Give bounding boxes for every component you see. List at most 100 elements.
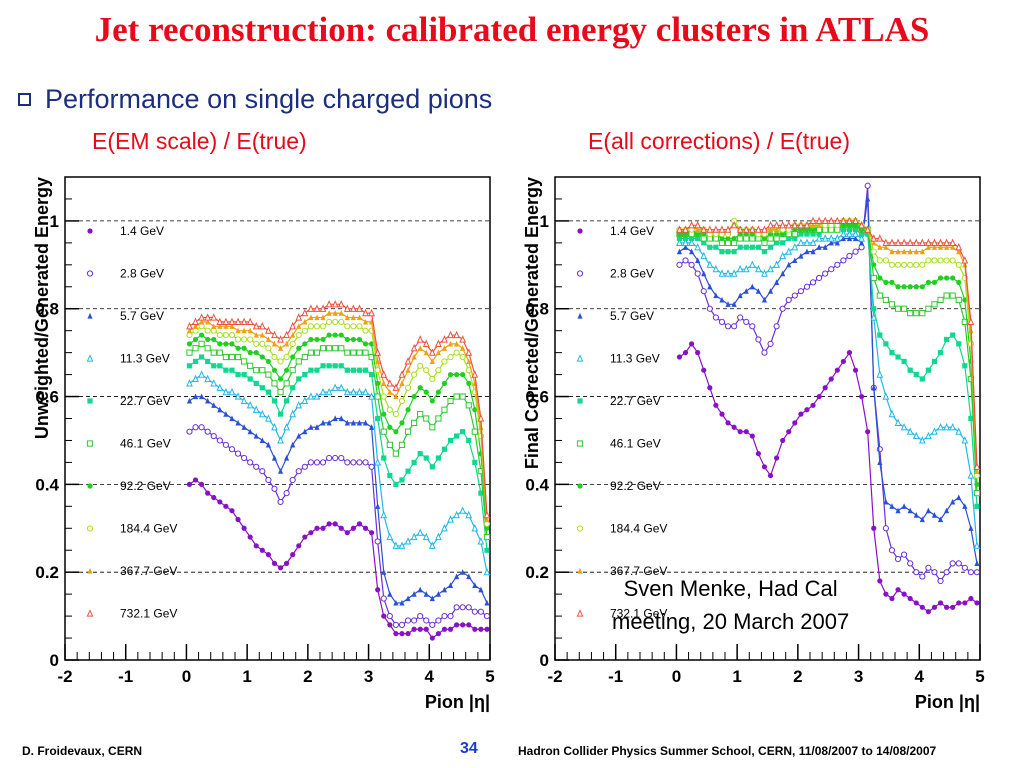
data-point bbox=[338, 345, 345, 352]
legend-marker bbox=[577, 312, 583, 319]
data-point bbox=[888, 409, 896, 418]
data-point bbox=[785, 220, 793, 229]
data-point bbox=[931, 301, 938, 308]
data-point bbox=[913, 569, 920, 576]
data-point bbox=[901, 284, 907, 290]
data-point bbox=[234, 317, 242, 325]
data-point bbox=[313, 392, 321, 400]
data-point bbox=[803, 283, 811, 290]
series-8 bbox=[186, 318, 491, 527]
data-point bbox=[888, 301, 896, 308]
data-point bbox=[186, 428, 193, 435]
data-point bbox=[950, 498, 956, 505]
data-point bbox=[937, 244, 944, 250]
data-point bbox=[810, 402, 816, 408]
data-point bbox=[392, 450, 399, 457]
data-point bbox=[925, 507, 931, 514]
data-point bbox=[724, 269, 732, 277]
data-point bbox=[447, 397, 454, 405]
data-point bbox=[386, 406, 393, 413]
watermark: Sven Menke, Had Cal meeting, 20 March 20… bbox=[612, 572, 849, 638]
data-point bbox=[961, 256, 969, 264]
data-point bbox=[882, 525, 889, 532]
data-point bbox=[779, 251, 787, 260]
data-point bbox=[883, 341, 889, 347]
data-point bbox=[344, 336, 350, 343]
data-point bbox=[441, 406, 448, 413]
data-point bbox=[950, 244, 956, 250]
data-point bbox=[913, 248, 919, 255]
data-point bbox=[937, 516, 944, 523]
data-point bbox=[459, 353, 466, 361]
data-point bbox=[852, 227, 859, 233]
data-point bbox=[955, 242, 963, 251]
data-point bbox=[852, 367, 859, 373]
legend-marker bbox=[576, 270, 584, 277]
data-point bbox=[950, 604, 956, 610]
data-point bbox=[380, 428, 387, 435]
data-point bbox=[246, 401, 254, 409]
data-point bbox=[877, 244, 883, 250]
data-point bbox=[676, 238, 683, 246]
data-point bbox=[387, 472, 393, 479]
data-point bbox=[465, 402, 472, 409]
data-point bbox=[205, 336, 211, 343]
data-point bbox=[889, 595, 895, 602]
legend-marker bbox=[577, 567, 583, 574]
data-point bbox=[895, 587, 901, 593]
data-point bbox=[423, 626, 429, 632]
legend-label: 1.4 GeV bbox=[610, 224, 654, 238]
legend-label: 92.2 GeV bbox=[610, 479, 661, 493]
data-point bbox=[701, 240, 707, 246]
data-point bbox=[949, 292, 956, 299]
data-point bbox=[682, 225, 689, 233]
series-9 bbox=[676, 217, 980, 474]
data-point bbox=[338, 318, 345, 325]
data-point bbox=[198, 313, 205, 321]
data-point bbox=[962, 297, 968, 303]
data-point bbox=[417, 345, 423, 351]
data-point bbox=[350, 323, 357, 330]
data-point bbox=[392, 541, 400, 549]
data-point bbox=[472, 626, 478, 632]
data-point bbox=[369, 424, 375, 430]
data-point bbox=[404, 384, 412, 391]
data-point bbox=[308, 336, 314, 343]
data-point bbox=[429, 375, 436, 383]
data-point bbox=[423, 415, 430, 422]
x-tick-label: 2 bbox=[793, 667, 802, 686]
data-point bbox=[931, 427, 938, 435]
data-point bbox=[216, 437, 223, 444]
data-point bbox=[429, 464, 435, 470]
data-point bbox=[870, 313, 878, 321]
data-point bbox=[192, 323, 199, 329]
data-point bbox=[302, 318, 308, 325]
data-point bbox=[894, 555, 902, 563]
series-1 bbox=[676, 341, 980, 615]
data-point bbox=[888, 238, 896, 246]
data-point bbox=[277, 358, 284, 365]
data-point bbox=[460, 622, 466, 628]
x-tick-label: 1 bbox=[242, 667, 251, 686]
data-point bbox=[876, 234, 884, 242]
data-point bbox=[331, 300, 339, 308]
data-point bbox=[229, 415, 235, 422]
data-point bbox=[773, 220, 780, 229]
data-point bbox=[308, 424, 314, 430]
series-line bbox=[679, 220, 978, 467]
data-point bbox=[833, 234, 841, 242]
data-point bbox=[876, 370, 884, 378]
data-point bbox=[289, 367, 296, 374]
data-point bbox=[362, 367, 369, 373]
data-point bbox=[484, 547, 490, 553]
data-point bbox=[888, 261, 896, 268]
data-point bbox=[223, 503, 229, 509]
data-point bbox=[289, 409, 297, 418]
data-point bbox=[478, 626, 484, 632]
data-point bbox=[931, 358, 938, 365]
data-point bbox=[774, 455, 780, 461]
data-point bbox=[755, 451, 761, 457]
data-point bbox=[447, 582, 454, 588]
data-point bbox=[253, 380, 259, 386]
series-10 bbox=[676, 216, 981, 470]
